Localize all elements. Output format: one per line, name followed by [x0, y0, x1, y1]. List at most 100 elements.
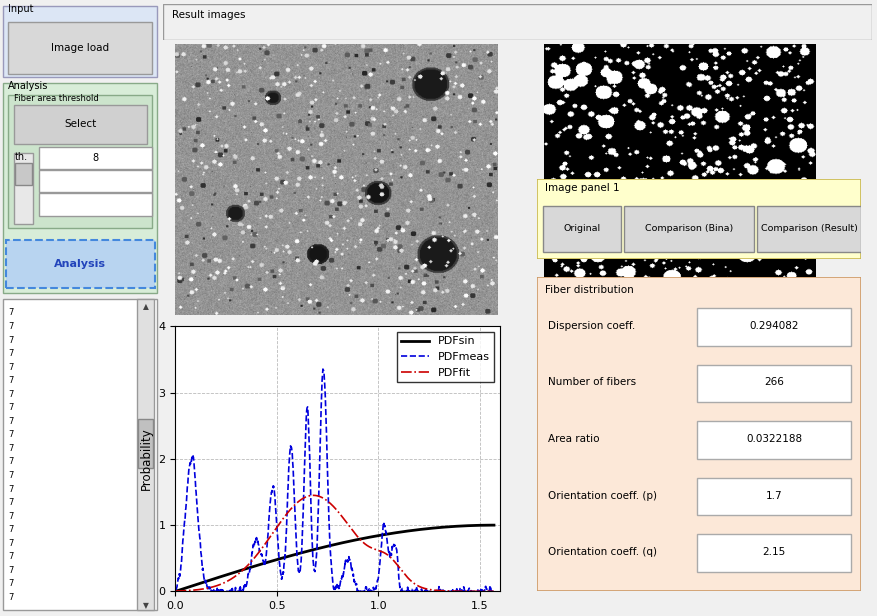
PDFfit	[308, 492, 318, 499]
FancyBboxPatch shape	[624, 206, 754, 251]
Text: 7: 7	[8, 417, 13, 426]
Line: PDFsin: PDFsin	[175, 525, 494, 591]
PDFfit	[170, 588, 181, 595]
FancyBboxPatch shape	[4, 299, 157, 610]
Text: 7: 7	[8, 539, 13, 548]
Text: 2.15: 2.15	[763, 547, 786, 557]
PDFsin	[170, 588, 181, 595]
FancyBboxPatch shape	[697, 534, 852, 572]
PDFmeas	[421, 586, 431, 594]
PDFmeas	[325, 553, 336, 561]
Line: PDFfit: PDFfit	[175, 495, 494, 591]
FancyBboxPatch shape	[9, 22, 152, 74]
PDFmeas	[170, 586, 181, 594]
PDFfit	[421, 585, 431, 593]
Text: 7: 7	[8, 363, 13, 371]
FancyBboxPatch shape	[697, 421, 852, 459]
Text: 7: 7	[8, 553, 13, 561]
Text: Orientation coeff. (p): Orientation coeff. (p)	[548, 490, 657, 501]
FancyBboxPatch shape	[39, 147, 153, 169]
PDFmeas	[480, 585, 490, 593]
FancyBboxPatch shape	[537, 179, 861, 259]
Text: Input: Input	[8, 4, 33, 14]
PDFsin	[325, 542, 336, 549]
Text: 7: 7	[8, 309, 13, 317]
FancyBboxPatch shape	[14, 105, 146, 144]
Text: 1.7: 1.7	[766, 490, 782, 501]
PDFfit	[187, 586, 197, 594]
FancyBboxPatch shape	[39, 170, 153, 192]
Text: Analysis: Analysis	[54, 259, 106, 269]
Text: Image load: Image load	[51, 43, 110, 53]
Text: 7: 7	[8, 336, 13, 344]
Legend: PDFsin, PDFmeas, PDFfit: PDFsin, PDFmeas, PDFfit	[396, 332, 495, 382]
Text: Select: Select	[64, 120, 96, 129]
PDFfit	[317, 494, 327, 501]
PDFmeas	[317, 365, 328, 373]
Text: 7: 7	[8, 512, 13, 521]
Text: Analysis: Analysis	[8, 81, 48, 91]
Text: Result images: Result images	[172, 10, 246, 20]
FancyBboxPatch shape	[537, 277, 861, 591]
Text: Fiber area threshold: Fiber area threshold	[14, 94, 99, 103]
Text: 7: 7	[8, 390, 13, 399]
Text: Comparison (Result): Comparison (Result)	[761, 224, 858, 233]
Text: 7: 7	[8, 349, 13, 358]
Text: 8: 8	[92, 153, 98, 163]
PDFmeas	[187, 453, 197, 461]
PDFmeas	[488, 586, 499, 594]
Text: Area ratio: Area ratio	[548, 434, 600, 444]
FancyBboxPatch shape	[543, 206, 621, 251]
Text: ▼: ▼	[143, 601, 148, 610]
FancyBboxPatch shape	[8, 95, 153, 228]
FancyBboxPatch shape	[697, 308, 852, 346]
FancyBboxPatch shape	[137, 299, 154, 610]
Line: PDFmeas: PDFmeas	[175, 369, 494, 591]
Text: 7: 7	[8, 580, 13, 588]
PDFsin	[480, 522, 490, 529]
Text: 7: 7	[8, 444, 13, 453]
Text: 7: 7	[8, 403, 13, 412]
Text: Fiber distribution: Fiber distribution	[545, 285, 633, 295]
PDFsin	[421, 525, 431, 532]
PDFmeas	[317, 376, 327, 383]
Text: 7: 7	[8, 566, 13, 575]
Text: Number of fibers: Number of fibers	[548, 378, 636, 387]
PDFsin	[317, 544, 327, 551]
FancyBboxPatch shape	[39, 193, 153, 216]
Text: 7: 7	[8, 498, 13, 507]
PDFmeas	[480, 586, 490, 593]
Text: 7: 7	[8, 485, 13, 493]
FancyBboxPatch shape	[4, 6, 157, 77]
FancyBboxPatch shape	[163, 4, 872, 40]
FancyBboxPatch shape	[697, 365, 852, 402]
FancyBboxPatch shape	[15, 163, 32, 185]
Text: 7: 7	[8, 593, 13, 602]
PDFsin	[187, 582, 197, 590]
Text: 7: 7	[8, 322, 13, 331]
PDFfit	[480, 588, 490, 595]
PDFmeas	[206, 588, 217, 595]
FancyBboxPatch shape	[758, 206, 861, 251]
Text: Image panel 1: Image panel 1	[545, 183, 619, 193]
PDFfit	[480, 588, 490, 595]
PDFfit	[325, 500, 336, 508]
Text: th.: th.	[14, 152, 27, 162]
FancyBboxPatch shape	[139, 419, 153, 468]
Text: 7: 7	[8, 525, 13, 534]
Text: Dispersion coeff.: Dispersion coeff.	[548, 321, 635, 331]
Text: ▲: ▲	[143, 302, 148, 310]
Text: Comparison (Bina): Comparison (Bina)	[645, 224, 733, 233]
Text: Orientation coeff. (q): Orientation coeff. (q)	[548, 547, 657, 557]
Y-axis label: Probability: Probability	[140, 428, 153, 490]
Text: 7: 7	[8, 471, 13, 480]
Text: 0.0322188: 0.0322188	[746, 434, 802, 444]
PDFsin	[488, 521, 499, 529]
FancyBboxPatch shape	[4, 83, 157, 293]
Text: Original: Original	[564, 224, 601, 233]
PDFsin	[480, 522, 490, 529]
FancyBboxPatch shape	[697, 477, 852, 516]
FancyBboxPatch shape	[14, 153, 33, 224]
Text: 7: 7	[8, 376, 13, 385]
PDFfit	[488, 588, 499, 595]
